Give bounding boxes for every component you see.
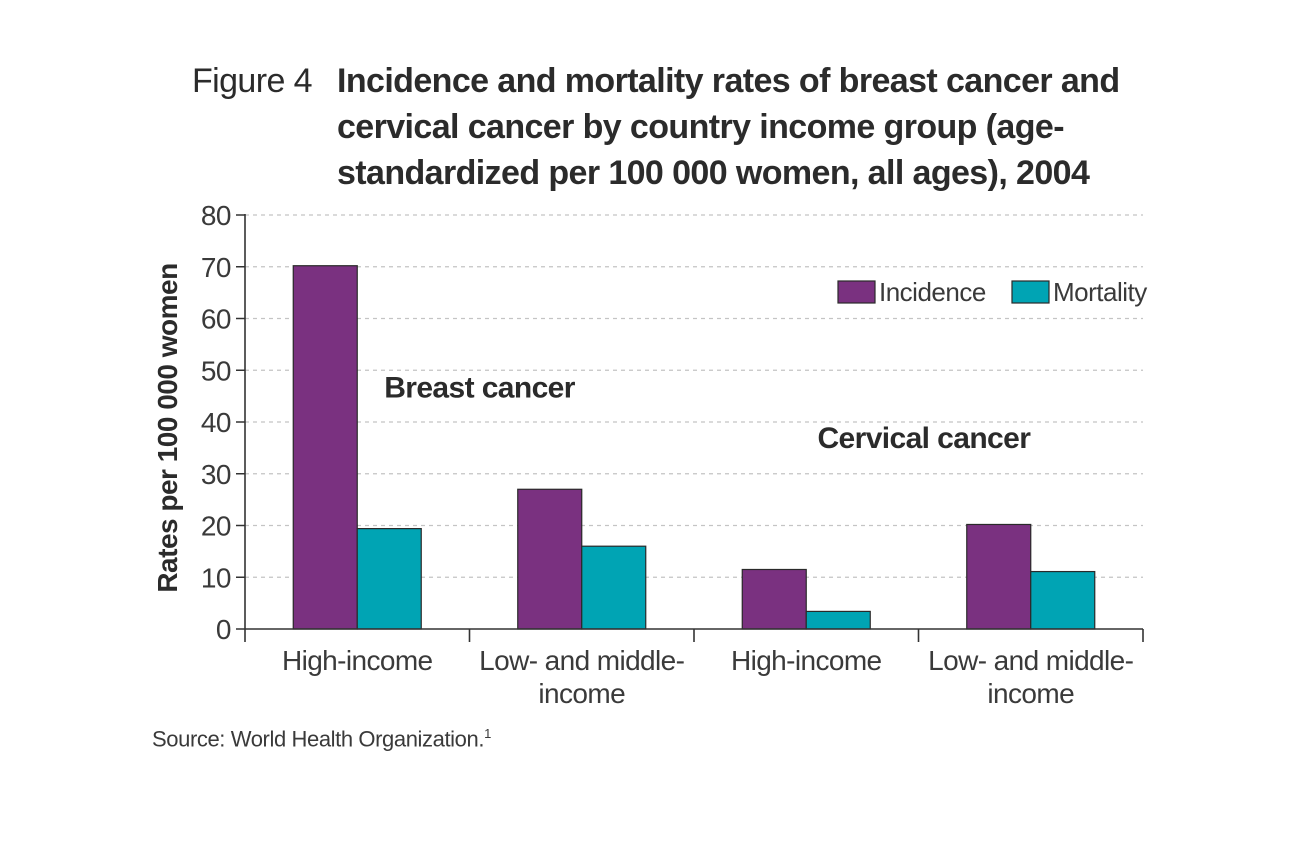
axes: [236, 214, 1144, 642]
y-tick-label: 20: [201, 511, 231, 542]
y-axis-label: Rates per 100 000 women: [152, 263, 183, 592]
y-tick-label: 70: [201, 252, 231, 283]
y-tick-label: 60: [201, 304, 231, 335]
bar-mortality: [805, 610, 871, 630]
bar-incidence: [741, 568, 807, 630]
y-tick-labels: 0 10 20 30 40 50 60 70 80: [201, 200, 232, 645]
source-footnote-marker: 1: [484, 726, 491, 741]
group-label: Cervical cancer: [817, 422, 1031, 455]
y-tick-label: 50: [201, 355, 231, 386]
legend: Incidence Mortality: [837, 277, 1148, 307]
bar-mortality: [1030, 570, 1096, 630]
y-tick-label: 10: [201, 562, 231, 593]
y-tick-label: 30: [201, 459, 231, 490]
y-tick-label: 80: [201, 200, 231, 231]
legend-swatch-incidence: [837, 280, 876, 304]
x-tick-label: Low- and middle-income: [479, 645, 684, 709]
x-tick-label: Low- and middle-income: [928, 645, 1133, 709]
bar-incidence: [517, 488, 583, 630]
x-tick-label: High-income: [731, 645, 882, 676]
x-tick-labels: High-income Low- and middle-income High-in…: [282, 645, 1134, 709]
legend-label-mortality: Mortality: [1053, 277, 1147, 307]
legend-swatch-mortality: [1011, 280, 1050, 304]
bar-mortality: [581, 545, 647, 630]
figure-label: Figure 4: [192, 62, 313, 100]
figure-title-text: Incidence and mortality rates of breast …: [337, 62, 1120, 192]
group-label: Breast cancer: [384, 372, 576, 405]
y-tick-label: 0: [216, 614, 231, 645]
x-tick-label: High-income: [282, 645, 433, 676]
source-text: Source: World Health Organization.: [152, 726, 485, 752]
bar-incidence: [292, 265, 358, 630]
figure-title: Figure 4 Incidence and mortality rates o…: [192, 58, 1172, 196]
y-tick-label: 40: [201, 407, 231, 438]
bar-mortality: [356, 528, 422, 630]
group-labels: Breast cancer Cervical cancer: [384, 372, 1032, 455]
source-note: Source: World Health Organization.1: [152, 726, 491, 752]
legend-label-incidence: Incidence: [879, 277, 986, 307]
bars: [292, 265, 1096, 630]
gridlines: [245, 214, 1143, 578]
bar-incidence: [966, 523, 1032, 630]
